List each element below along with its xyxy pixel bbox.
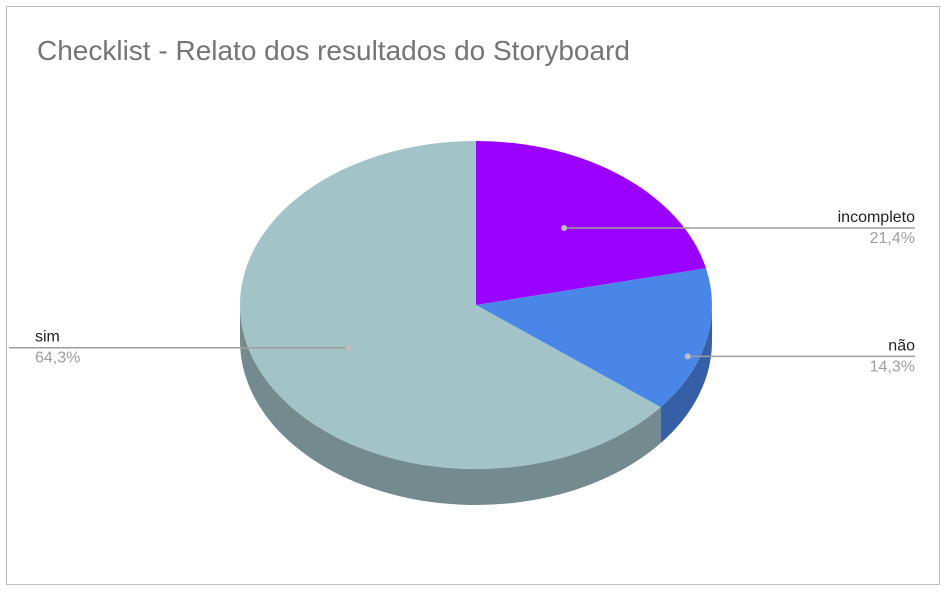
slice-labels: incompleto 21,4% não 14,3% sim 64,3%	[9, 209, 915, 375]
chart-frame: Checklist - Relato dos resultados do Sto…	[6, 6, 940, 585]
slice-percent-incompleto: 21,4%	[870, 230, 915, 247]
slice-label-incompleto: incompleto	[838, 209, 915, 226]
leader-dot-sim	[345, 344, 352, 351]
slice-side-sim	[240, 305, 661, 505]
leader-dot-incompleto	[561, 225, 568, 232]
slice-incompleto[interactable]	[476, 141, 706, 305]
slice-side-nao	[660, 305, 712, 444]
chart-title: Checklist - Relato dos resultados do Sto…	[37, 35, 630, 66]
leader-dot-nao	[684, 353, 691, 360]
slice-nao[interactable]	[476, 268, 712, 408]
slice-percent-sim: 64,3%	[35, 350, 80, 367]
slice-sim[interactable]	[239, 141, 661, 469]
pie-chart: incompleto 21,4% não 14,3% sim 64,3%	[9, 141, 915, 505]
slice-percent-nao: 14,3%	[870, 358, 915, 375]
pie-slices	[239, 141, 712, 469]
slice-label-nao: não	[888, 337, 915, 354]
pie-sides	[240, 305, 712, 505]
slice-label-sim: sim	[35, 329, 60, 346]
